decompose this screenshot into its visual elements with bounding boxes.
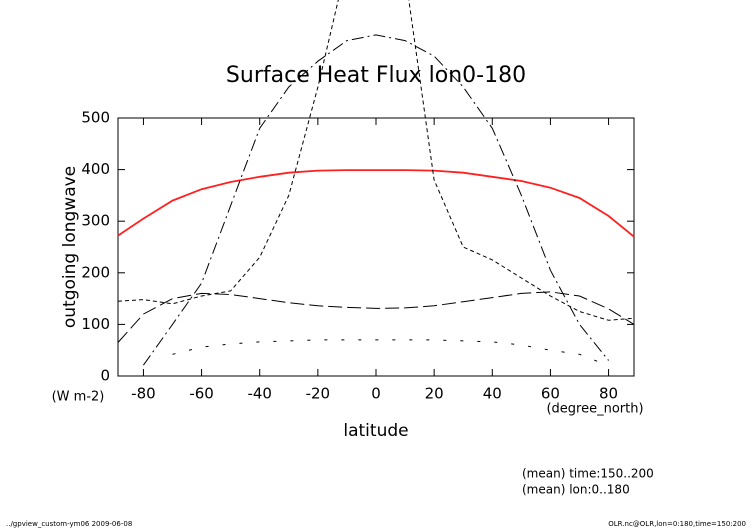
x-tick-label: 0 — [371, 385, 381, 403]
x-tick-label: -20 — [306, 385, 331, 403]
note: (mean) lon:0..180 — [522, 483, 630, 497]
x-tick-label: -80 — [131, 385, 156, 403]
y-tick-label: 300 — [81, 212, 110, 230]
footer: ../gpview_custom-ym06 2009-06-08 — [6, 520, 132, 528]
x-tick-label: 40 — [483, 385, 502, 403]
note: (mean) time:150..200 — [522, 467, 654, 481]
x-tick-label: -60 — [189, 385, 214, 403]
y-tick-label: 100 — [81, 315, 110, 333]
x-axis-label: latitude — [343, 421, 408, 441]
x-units: (degree_north) — [546, 402, 643, 417]
chart-title: Surface Heat Flux lon0-180 — [226, 63, 526, 88]
data-line — [117, 0, 635, 321]
plot-frame — [117, 117, 635, 377]
data-line — [117, 169, 635, 238]
y-units: (W m-2) — [52, 390, 105, 405]
x-tick-label: -40 — [247, 385, 272, 403]
data-line — [142, 34, 609, 366]
x-tick-label: 60 — [541, 385, 560, 403]
y-axis-label: outgoing longwave — [60, 166, 80, 328]
data-line — [172, 339, 609, 367]
y-tick-label: 400 — [81, 160, 110, 178]
data-line — [117, 291, 635, 343]
y-tick-label: 200 — [81, 263, 110, 281]
x-tick-label: 20 — [425, 385, 444, 403]
footer: OLR.nc@OLR,lon=0:180,time=150:200 — [608, 520, 746, 528]
y-tick-label: 500 — [81, 109, 110, 127]
y-tick-label: 0 — [100, 367, 110, 385]
x-tick-label: 80 — [599, 385, 618, 403]
